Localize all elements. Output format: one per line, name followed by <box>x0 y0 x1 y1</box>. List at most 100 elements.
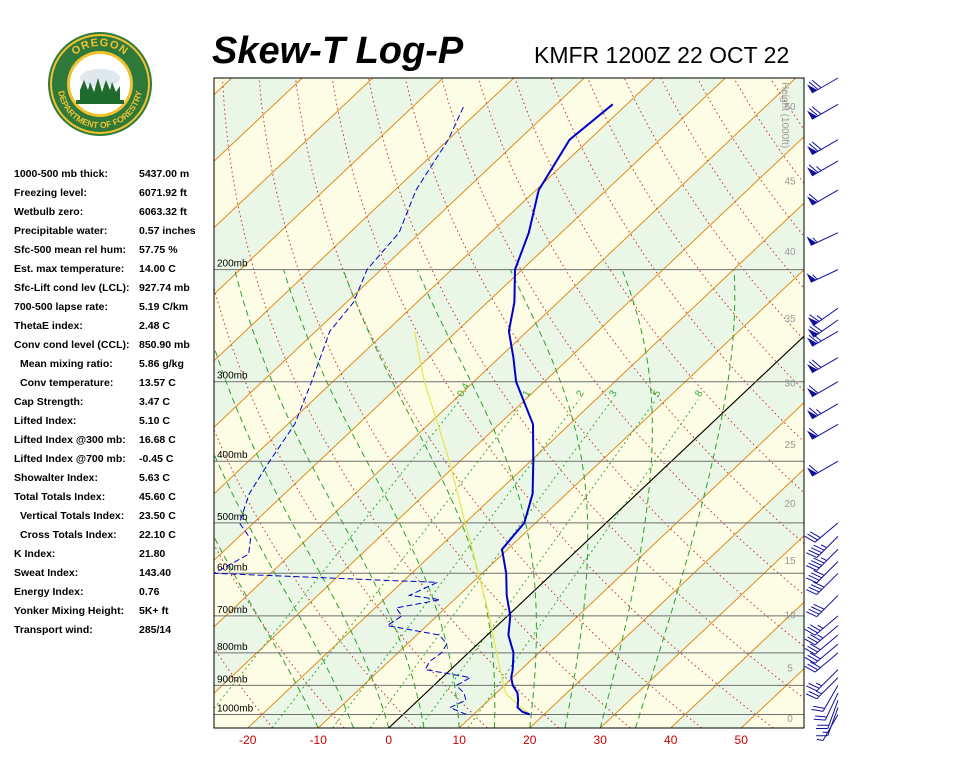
index-label: Sfc-500 mean rel hum: <box>14 244 127 256</box>
mixing-ratio-line <box>271 399 527 728</box>
height-tick-label: 0 <box>787 714 793 725</box>
index-value: 23.50 C <box>139 510 176 522</box>
index-value: 285/14 <box>139 624 172 636</box>
index-label: Est. max temperature: <box>14 263 125 275</box>
freezing-isotherm <box>388 335 804 728</box>
index-row: Cross Totals Index: 22.10 C <box>14 527 210 546</box>
index-value: 5.10 C <box>139 415 170 427</box>
index-label: 1000-500 mb thick: <box>14 168 108 180</box>
moist-adiabat <box>214 345 390 728</box>
index-value: 22.10 C <box>139 529 176 541</box>
index-row: Conv cond level (CCL): 850.90 mb <box>14 337 210 356</box>
wind-barb <box>807 319 839 338</box>
index-row: Conv temperature: 13.57 C <box>14 375 210 394</box>
index-value: 14.00 C <box>139 263 176 275</box>
index-row: Cap Strength: 3.47 C <box>14 394 210 413</box>
index-value: -0.45 C <box>139 453 174 465</box>
mixing-ratio-line <box>467 399 699 728</box>
index-value: 21.80 <box>139 548 166 560</box>
index-label: Energy Index: <box>14 586 84 598</box>
index-value: 45.60 C <box>139 491 176 503</box>
mixing-ratio-label: 8 <box>693 388 706 399</box>
index-row: Sweat Index: 143.40 <box>14 565 210 584</box>
wind-barb <box>805 595 839 618</box>
index-value: 6071.92 ft <box>139 187 187 199</box>
chart-title: Skew-T Log-P <box>212 30 464 72</box>
mixing-ratio-line <box>369 399 613 728</box>
pressure-label: 200mb <box>217 259 248 270</box>
index-value: 0.57 inches <box>139 225 196 237</box>
index-row: Est. max temperature: 14.00 C <box>14 261 210 280</box>
indices-panel: 1000-500 mb thick: 5437.00 m Freezing leve… <box>14 166 210 641</box>
x-tick-label: 10 <box>453 733 467 747</box>
wind-barb <box>804 522 839 543</box>
dry-adiabat <box>331 78 774 728</box>
plot-background <box>214 78 804 728</box>
isotherm-band <box>529 469 804 728</box>
height-tick-label: 25 <box>784 440 796 451</box>
dry-adiabat <box>696 78 804 238</box>
isotherm-line <box>812 78 960 728</box>
pressure-label: 700mb <box>217 605 248 616</box>
index-label: Total Totals Index: <box>14 491 106 503</box>
index-label: 700-500 lapse rate: <box>14 301 108 313</box>
moist-adiabat <box>283 269 460 728</box>
index-label: K Index: <box>14 548 56 560</box>
dry-adiabat <box>843 78 960 728</box>
dry-adiabat <box>807 78 960 728</box>
index-label: Transport wind: <box>14 624 93 636</box>
index-value: 3.47 C <box>139 396 170 408</box>
index-label: Wetbulb zero: <box>14 206 84 218</box>
pressure-label: 800mb <box>217 642 248 653</box>
index-value: 5.19 C/km <box>139 301 189 313</box>
isotherm-band <box>670 602 804 728</box>
index-row: Energy Index: 0.76 <box>14 584 210 603</box>
height-tick-label: 30 <box>784 379 796 390</box>
wind-barb <box>807 307 839 326</box>
index-row: Transport wind: 285/14 <box>14 622 210 641</box>
pressure-label: 400mb <box>217 450 248 461</box>
index-label: Conv cond level (CCL): <box>14 339 130 351</box>
wind-barb <box>807 403 839 420</box>
pressure-label: 600mb <box>217 562 248 573</box>
station-time: KMFR 1200Z 22 OCT 22 <box>534 42 790 68</box>
dry-adiabat <box>295 78 703 728</box>
dry-adiabat <box>404 78 804 647</box>
index-row: Total Totals Index: 45.60 C <box>14 489 210 508</box>
plot-border <box>213 77 805 729</box>
index-row: Sfc-500 mean rel hum: 57.75 % <box>14 242 210 261</box>
index-label: Lifted Index @700 mb: <box>14 453 126 465</box>
wind-barb <box>807 139 839 156</box>
index-row: Precipitable water: 0.57 inches <box>14 223 210 242</box>
dry-adiabat <box>733 78 804 185</box>
mixing-ratio-line <box>332 399 580 728</box>
index-label: Mean mixing ratio: <box>20 358 113 370</box>
index-value: 5437.00 m <box>139 168 190 180</box>
index-label: Cap Strength: <box>14 396 84 408</box>
dry-adiabat <box>587 78 804 392</box>
moist-adiabat <box>416 269 537 728</box>
height-axis-label: Height (1000ft) <box>779 82 790 148</box>
index-row: K Index: 21.80 <box>14 546 210 565</box>
index-label: Vertical Totals Index: <box>20 510 125 522</box>
moist-adiabat <box>509 269 589 728</box>
wind-barb <box>807 77 839 94</box>
wind-barb <box>806 232 839 246</box>
wind-barb <box>816 707 839 737</box>
temperature-line <box>500 103 614 716</box>
index-label: Precipitable water: <box>14 225 108 237</box>
index-label: Cross Totals Index: <box>20 529 117 541</box>
wind-barb <box>805 572 839 595</box>
height-tick-label: 15 <box>784 556 796 567</box>
dry-adiabat <box>550 78 804 443</box>
index-row: Lifted Index @700 mb: -0.45 C <box>14 451 210 470</box>
profiles <box>214 103 614 716</box>
dry-adiabat <box>514 78 804 494</box>
index-row: 1000-500 mb thick: 5437.00 m <box>14 166 210 185</box>
oregon-forestry-logo: OREGON DEPARTMENT OF FORESTRY <box>48 32 152 136</box>
mixing-ratio-label: 2 <box>574 388 587 399</box>
wind-barb <box>807 381 839 398</box>
pressure-label: 900mb <box>217 674 248 685</box>
index-row: ThetaE index: 2.48 C <box>14 318 210 337</box>
height-tick-label: 10 <box>784 611 796 622</box>
